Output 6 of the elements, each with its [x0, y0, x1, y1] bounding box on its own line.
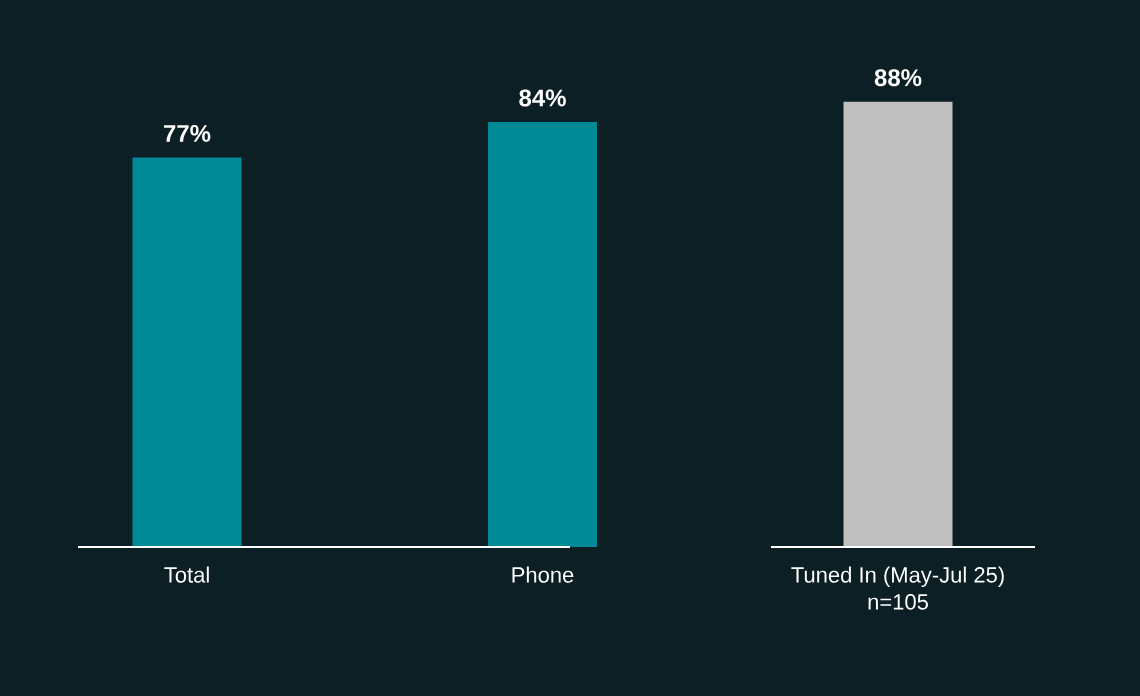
- data-label: 77%: [164, 124, 211, 142]
- x-tick-label: Tuned In (May-Jul 25) n=105: [791, 566, 1004, 610]
- x-tick-label: Total: [164, 566, 209, 583]
- data-label: 88%: [874, 69, 922, 87]
- data-label: 84%: [519, 89, 566, 107]
- x-tick-label: Phone: [512, 566, 574, 583]
